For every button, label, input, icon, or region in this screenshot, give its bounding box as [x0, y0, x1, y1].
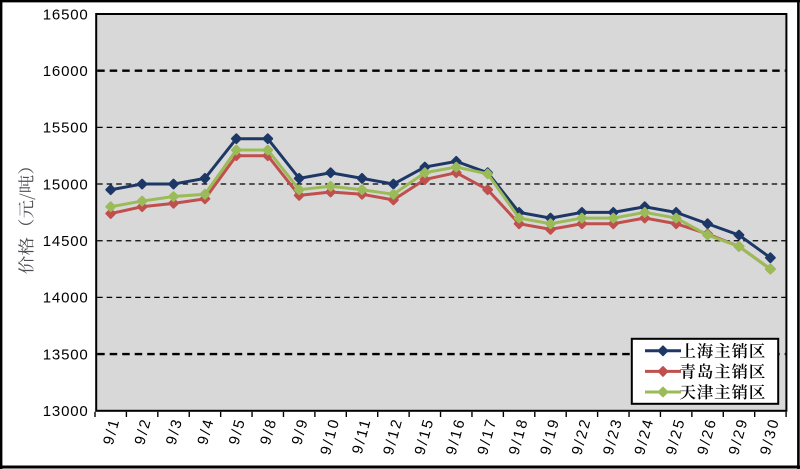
svg-text:9/2: 9/2 — [131, 416, 155, 447]
svg-text:13000: 13000 — [43, 403, 89, 420]
svg-text:9/8: 9/8 — [257, 416, 281, 447]
svg-text:16500: 16500 — [43, 6, 89, 23]
svg-text:15500: 15500 — [43, 120, 89, 137]
svg-text:9/1: 9/1 — [100, 416, 124, 447]
svg-text:14000: 14000 — [43, 290, 89, 307]
svg-text:14500: 14500 — [43, 233, 89, 250]
svg-text:9/3: 9/3 — [163, 416, 187, 447]
svg-text:9/4: 9/4 — [194, 416, 218, 447]
svg-text:9/5: 9/5 — [226, 416, 250, 447]
svg-text:13500: 13500 — [43, 346, 89, 363]
svg-text:16000: 16000 — [43, 63, 89, 80]
svg-text:15000: 15000 — [43, 176, 89, 193]
svg-text:9/9: 9/9 — [289, 416, 313, 447]
